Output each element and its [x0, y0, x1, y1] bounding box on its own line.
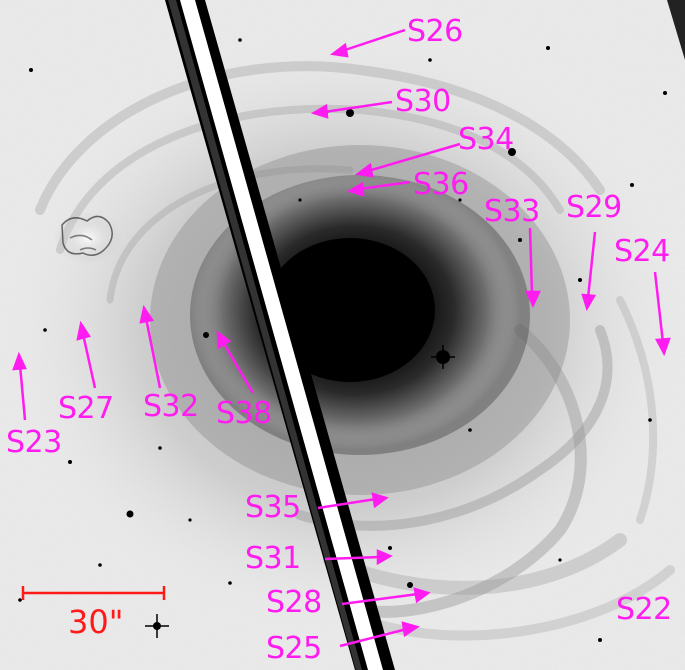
label-s34: S34: [458, 122, 514, 157]
cloud-feature: [54, 212, 122, 264]
label-s31: S31: [245, 541, 301, 576]
edge-stripe: [667, 0, 685, 60]
label-s36: S36: [413, 167, 469, 202]
scale-bar: [21, 586, 166, 600]
label-s26: S26: [407, 14, 463, 49]
label-s22: S22: [616, 592, 672, 627]
scale-bar-label: 30": [68, 603, 124, 641]
label-s23: S23: [6, 425, 62, 460]
label-s27: S27: [58, 391, 114, 426]
label-s29: S29: [566, 190, 622, 225]
label-s24: S24: [614, 234, 670, 269]
label-s35: S35: [245, 490, 301, 525]
label-s32: S32: [143, 389, 199, 424]
label-s38: S38: [216, 396, 272, 431]
label-s28: S28: [266, 585, 322, 620]
marker-arrows: [12, 28, 671, 648]
label-s30: S30: [395, 84, 451, 119]
star-field: [18, 38, 667, 642]
label-s25: S25: [266, 631, 322, 666]
star-spikes: [145, 345, 455, 638]
label-s33: S33: [484, 194, 540, 229]
chip-gap-stripe: [165, 0, 395, 670]
